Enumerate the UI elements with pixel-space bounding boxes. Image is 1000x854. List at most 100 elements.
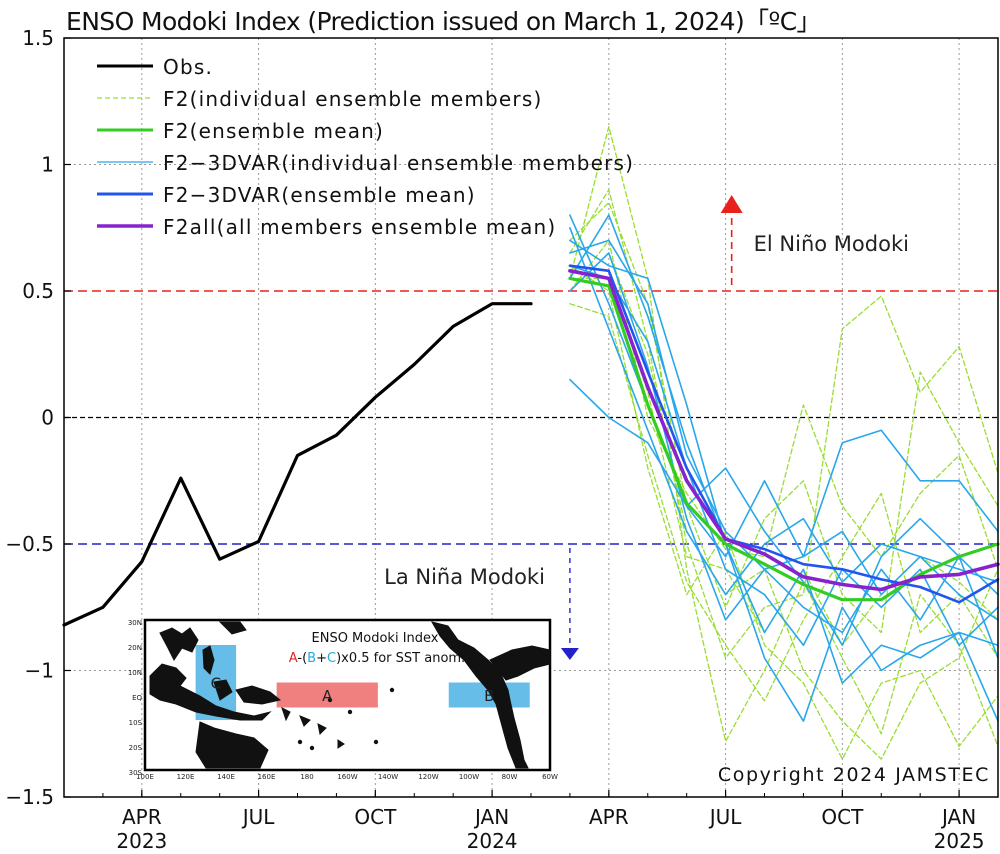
up-arrow-icon xyxy=(720,195,743,213)
y-tick-label: 0 xyxy=(41,406,54,430)
f2-3dvar-member-line xyxy=(569,239,999,722)
x-tick-label: APR xyxy=(122,805,162,829)
formula-part: + xyxy=(316,651,327,666)
f2-3dvar-member-line xyxy=(569,252,999,621)
coastline xyxy=(281,707,291,722)
formula-part: C xyxy=(327,651,336,666)
inset-lat-label: 30N xyxy=(128,619,142,627)
inset-lat-label: 10S xyxy=(129,719,143,727)
f2-3dvar-member-lines xyxy=(569,214,999,722)
x-tick-label: JAN xyxy=(473,805,509,829)
region-label-c: C xyxy=(211,675,221,693)
y-tick-label: 1 xyxy=(41,153,54,177)
region-label-a: A xyxy=(322,687,333,705)
island xyxy=(297,739,303,745)
island xyxy=(373,739,379,745)
f2-mean-line xyxy=(568,276,1000,602)
legend-label: F2(ensemble mean) xyxy=(163,119,384,143)
f2-member-line xyxy=(569,201,999,634)
inset-lat-label: 10N xyxy=(128,669,142,677)
coastline xyxy=(218,621,247,635)
y-tick-label: −1.5 xyxy=(5,785,54,809)
x-tick-year-label: 2023 xyxy=(116,829,167,853)
coastline xyxy=(149,663,272,721)
x-tick-label: JUL xyxy=(708,805,743,829)
f2all-mean-line xyxy=(568,268,1000,592)
y-tick-label: 0.5 xyxy=(22,279,54,303)
y-tick-label: −0.5 xyxy=(5,532,54,556)
f2-3dvar-mean-line xyxy=(568,264,1000,604)
inset-lat-label: EQ xyxy=(132,694,142,702)
f2-member-line xyxy=(569,239,999,570)
coastline xyxy=(213,679,233,701)
island xyxy=(309,745,315,751)
coastline xyxy=(202,645,215,675)
x-tick-year-label: 2025 xyxy=(934,829,985,853)
island xyxy=(389,687,395,693)
inset-lon-label: 100W xyxy=(459,773,479,781)
f2-member-line xyxy=(569,252,999,760)
coastline xyxy=(299,715,311,727)
inset-lon-label: 60W xyxy=(542,773,558,781)
inset-lon-label: 140W xyxy=(378,773,398,781)
formula-part: -( xyxy=(297,651,307,666)
x-tick-label: OCT xyxy=(821,805,864,829)
formula-part: )x0.5 for SST anom. xyxy=(336,651,465,666)
inset-lat-label: 20S xyxy=(129,744,143,752)
legend-label: F2−3DVAR(ensemble mean) xyxy=(163,183,476,207)
inset-lon-label: 140E xyxy=(217,773,235,781)
formula-part: B xyxy=(307,651,316,666)
annotations: El Niño Modoki La Niña Modoki Copyright 20… xyxy=(384,195,990,786)
f2-3dvar-member-line xyxy=(569,227,999,596)
inset-formula: A-(B+C)x0.5 for SST anom. xyxy=(289,651,465,666)
f2-member-line xyxy=(569,303,999,702)
formula-part: A xyxy=(289,651,298,666)
x-tick-year-label: 2024 xyxy=(467,829,518,853)
region-label-b: B xyxy=(484,687,494,705)
legend-label: F2(individual ensemble members) xyxy=(163,87,542,111)
legend-label: F2−3DVAR(individual ensemble members) xyxy=(163,151,634,175)
inset-lon-label: 120E xyxy=(177,773,195,781)
coastline xyxy=(235,685,282,705)
coastline xyxy=(317,723,327,736)
inset-lat-label: 20N xyxy=(128,644,142,652)
inset-lat-label: 30S xyxy=(129,769,143,777)
inset-lon-label: 100E xyxy=(136,773,154,781)
inset-lon-label: 180 xyxy=(300,773,313,781)
island xyxy=(347,709,353,715)
inset-lon-label: 160W xyxy=(337,773,357,781)
la-nina-label: La Niña Modoki xyxy=(384,565,545,589)
x-tick-label: APR xyxy=(589,805,629,829)
coastline xyxy=(337,739,345,749)
x-tick-label: JAN xyxy=(940,805,976,829)
legend-label: F2all(all members ensemble mean) xyxy=(163,215,556,239)
x-tick-label: JUL xyxy=(241,805,276,829)
coastline xyxy=(159,627,199,661)
f2-member-line xyxy=(569,125,999,748)
f2-3dvar-member-line xyxy=(569,264,999,647)
el-nino-label: El Niño Modoki xyxy=(754,232,909,256)
series-lines xyxy=(62,264,1000,627)
f2-3dvar-member-line xyxy=(569,214,999,684)
coastline xyxy=(430,621,529,769)
legend-label: Obs. xyxy=(163,55,213,79)
x-tick-label: OCT xyxy=(354,805,397,829)
reference-lines xyxy=(64,290,998,545)
y-tick-label: −1 xyxy=(25,659,54,683)
f2-3dvar-member-line xyxy=(569,239,999,659)
region-box-a xyxy=(276,682,378,708)
coastline xyxy=(489,645,551,681)
island xyxy=(327,697,333,703)
legend: Obs. F2(individual ensemble members) F2(en… xyxy=(97,55,634,239)
inset-lon-label: 80W xyxy=(502,773,518,781)
obs-line xyxy=(62,302,533,627)
y-tick-label: 1.5 xyxy=(22,26,54,50)
coastline xyxy=(195,721,269,769)
inset-title: ENSO Modoki Index xyxy=(312,631,439,646)
chart-title: ENSO Modoki Index (Prediction issued on … xyxy=(66,7,822,36)
copyright-label: Copyright 2024 JAMSTEC xyxy=(718,764,990,786)
inset-lon-label: 120W xyxy=(418,773,438,781)
